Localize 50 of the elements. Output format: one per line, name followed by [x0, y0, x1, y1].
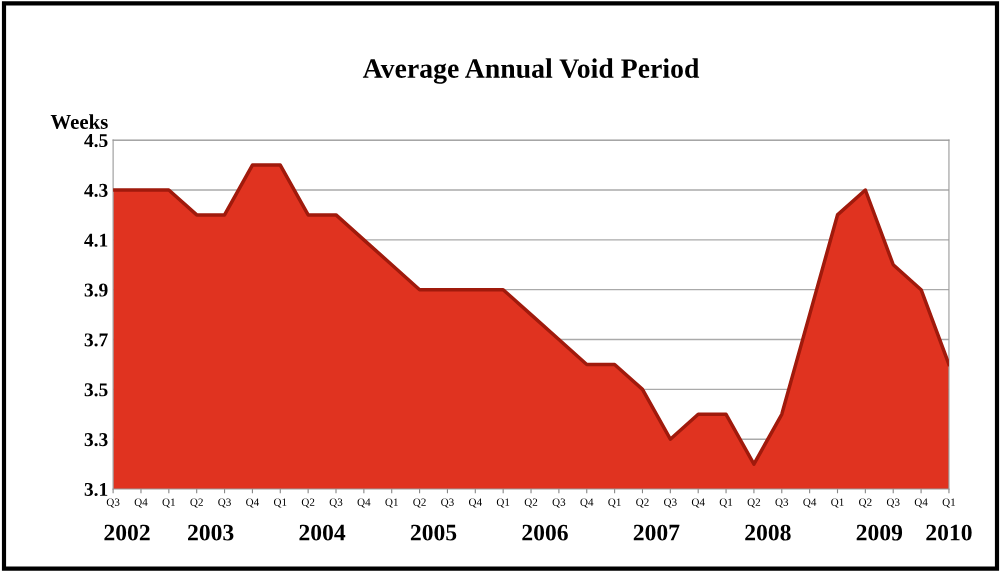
x-tick-label: Q1: [831, 498, 844, 508]
x-tick-label: Q2: [524, 498, 538, 508]
text: 2006: [522, 524, 568, 541]
text: 2010: [926, 524, 972, 541]
x-tick-label: Q4: [246, 498, 260, 508]
y-tick-label: 4.5: [84, 134, 108, 148]
text: 2004: [299, 524, 346, 541]
x-tick-label: Q1: [608, 498, 621, 508]
x-tick-label: Q3: [886, 498, 900, 508]
x-tick-label: Q1: [496, 498, 510, 508]
y-tick-label: 3.7: [84, 333, 108, 347]
x-tick-label: Q3: [441, 498, 454, 508]
x-tick-label: Q3: [329, 498, 343, 508]
x-tick-label: Q2: [301, 498, 315, 508]
x-tick-label: Q4: [914, 498, 928, 508]
x-tick-label: Q1: [719, 498, 733, 508]
text: 2008: [745, 524, 791, 541]
x-tick-label: Q3: [775, 498, 789, 508]
x-tick-label: Q4: [803, 498, 817, 508]
y-tick-label: 4.3: [84, 183, 108, 198]
chart-title: Average Annual Void Period: [362, 58, 700, 84]
x-tick-label: Q1: [273, 498, 287, 508]
y-tick-label: 4.1: [84, 233, 108, 247]
x-tick-label: Q4: [134, 498, 148, 508]
text: 2009: [856, 524, 903, 541]
x-tick-label: Q3: [664, 498, 677, 508]
x-tick-label: Q4: [580, 498, 594, 508]
x-tick-label: Q1: [385, 498, 398, 508]
x-tick-label: Q3: [552, 498, 566, 508]
x-tick-label: Q3: [106, 498, 120, 508]
x-tick-label: Q4: [357, 498, 371, 508]
text: 2007: [633, 524, 680, 541]
text: 2002: [104, 524, 150, 541]
x-tick-label: Q3: [218, 498, 231, 508]
x-tick-label: Q1: [942, 498, 956, 508]
y-axis-title: Weeks: [50, 114, 108, 130]
text: 2005: [410, 524, 457, 541]
x-tick-label: Q2: [413, 498, 426, 508]
y-tick-label: 3.1: [84, 482, 108, 497]
x-tick-label: Q4: [691, 498, 705, 508]
x-tick-label: Q2: [859, 498, 872, 508]
x-tick-label: Q2: [190, 498, 203, 508]
text: 2003: [188, 524, 234, 541]
x-tick-label: Q1: [162, 498, 175, 508]
y-tick-label: 3.3: [84, 433, 108, 447]
x-tick-label: Q2: [636, 498, 649, 508]
x-tick-label: Q4: [468, 498, 482, 508]
y-tick-label: 3.5: [84, 383, 108, 397]
y-tick-label: 3.9: [84, 283, 108, 297]
x-tick-label: Q2: [747, 498, 761, 508]
